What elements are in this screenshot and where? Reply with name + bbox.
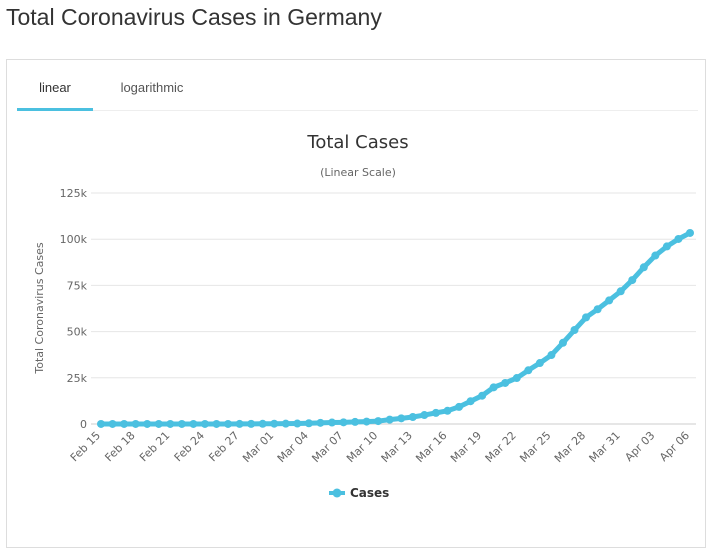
data-point[interactable] [293,419,302,428]
data-point[interactable] [189,419,198,428]
data-point[interactable] [212,419,221,428]
series-line-cases [98,230,693,427]
x-tick-label: Feb 24 [172,429,207,464]
y-axis-ticks: 0 25k 50k 75k 100k 125k [60,187,88,431]
data-point[interactable] [489,383,498,392]
x-tick-label: Mar 28 [552,429,588,465]
data-point[interactable] [535,359,544,368]
x-tick-label: Apr 06 [657,429,692,464]
data-point[interactable] [154,419,163,428]
data-point[interactable] [512,374,521,383]
data-point[interactable] [339,418,348,427]
data-point[interactable] [431,408,440,417]
data-point[interactable] [443,406,452,415]
data-point[interactable] [466,397,475,406]
data-point[interactable] [316,418,325,427]
data-point[interactable] [674,234,683,243]
x-tick-label: Mar 16 [413,429,449,465]
data-point[interactable] [558,338,567,347]
x-tick-label: Mar 22 [483,429,519,465]
y-tick-label: 75k [67,279,88,292]
x-tick-label: Feb 15 [68,429,103,464]
y-axis-title: Total Coronavirus Cases [33,242,46,375]
line-chart: Total Cases (Linear Scale) Total Coronav… [33,132,696,500]
data-point[interactable] [524,366,533,375]
data-point[interactable] [420,411,429,420]
legend[interactable]: Cases [329,486,389,500]
data-point[interactable] [547,351,556,360]
x-tick-label: Mar 13 [379,429,415,465]
x-tick-label: Apr 03 [622,429,657,464]
x-tick-label: Mar 10 [344,429,380,465]
data-point[interactable] [235,419,244,428]
data-point[interactable] [605,296,614,305]
data-point[interactable] [108,419,117,428]
data-point[interactable] [570,325,579,334]
x-tick-label: Feb 21 [137,429,172,464]
data-point[interactable] [224,419,233,428]
data-point[interactable] [131,419,140,428]
data-point[interactable] [686,228,694,237]
y-tick-label: 100k [60,233,88,246]
data-point[interactable] [397,414,406,423]
chart-title: Total Cases [306,132,408,153]
series-cases [97,228,694,428]
data-point[interactable] [362,417,371,426]
data-point[interactable] [351,417,360,426]
x-tick-label: Feb 18 [102,429,137,464]
data-point[interactable] [662,242,671,251]
chart-panel: linear logarithmic Total Cases (Linear S… [6,59,706,548]
data-point[interactable] [651,251,660,260]
x-tick-label: Mar 04 [275,429,311,465]
x-tick-label: Mar 31 [587,429,623,465]
data-point[interactable] [120,419,129,428]
data-point[interactable] [374,417,383,426]
data-point[interactable] [166,419,175,428]
y-tick-label: 0 [80,418,87,431]
data-point[interactable] [143,419,152,428]
scale-tabs: linear logarithmic [17,60,698,111]
data-point[interactable] [177,419,186,428]
x-tick-label: Feb 27 [206,429,241,464]
data-point[interactable] [200,419,209,428]
data-point[interactable] [304,419,313,428]
y-tick-label: 25k [67,372,88,385]
data-point[interactable] [247,419,256,428]
gridlines [91,192,696,425]
data-point[interactable] [97,419,105,428]
data-point[interactable] [593,305,602,314]
data-point[interactable] [270,419,279,428]
tab-linear[interactable]: linear [17,60,93,111]
chart-subtitle: (Linear Scale) [320,166,396,179]
data-point[interactable] [616,287,625,296]
data-point[interactable] [327,418,336,427]
x-tick-label: Mar 07 [309,429,345,465]
legend-marker [332,488,342,498]
data-point[interactable] [501,378,510,387]
tab-logarithmic[interactable]: logarithmic [120,80,184,95]
data-point[interactable] [478,391,487,400]
y-tick-label: 50k [67,326,88,339]
data-point[interactable] [281,419,290,428]
data-point[interactable] [582,313,591,322]
x-tick-label: Mar 19 [448,429,484,465]
data-point[interactable] [455,402,464,411]
x-tick-label: Mar 01 [240,429,276,465]
data-point[interactable] [639,263,648,272]
data-point[interactable] [258,419,267,428]
data-point[interactable] [385,415,394,424]
data-point[interactable] [628,276,637,285]
y-tick-label: 125k [60,187,88,200]
data-point[interactable] [408,412,417,421]
x-tick-label: Mar 25 [517,429,553,465]
legend-label-cases: Cases [350,486,389,500]
page-title: Total Coronavirus Cases in Germany [6,4,382,30]
